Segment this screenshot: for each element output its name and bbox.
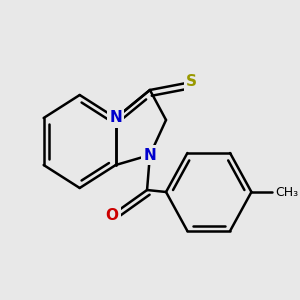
Text: O: O <box>106 208 118 223</box>
Text: N: N <box>110 110 122 125</box>
Text: CH₃: CH₃ <box>275 185 298 199</box>
Text: S: S <box>186 74 197 89</box>
Text: N: N <box>143 148 156 163</box>
